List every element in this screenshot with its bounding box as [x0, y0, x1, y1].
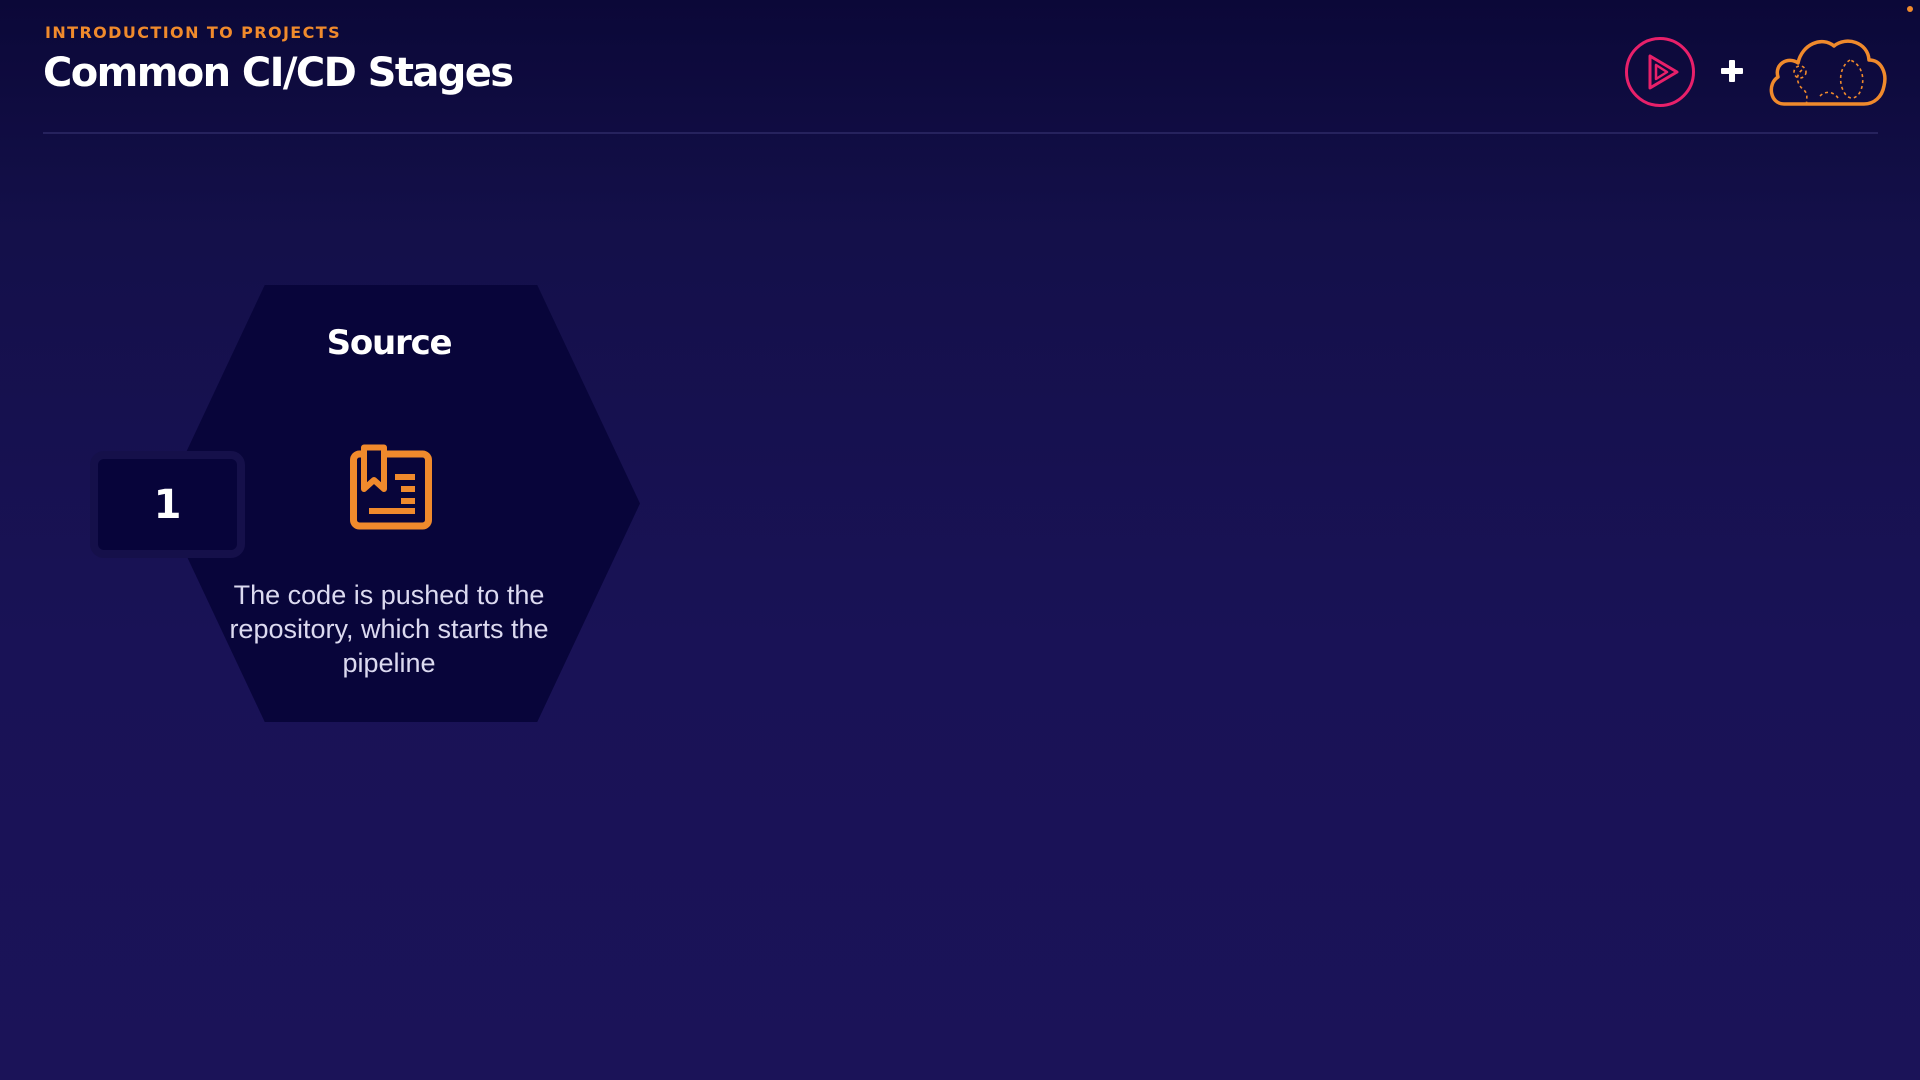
- stage-title: Source: [326, 323, 453, 363]
- stage-description: The code is pushed to the repository, wh…: [229, 580, 549, 678]
- header-divider: [43, 132, 1878, 134]
- stage-number-badge: 1: [90, 451, 245, 558]
- section-eyebrow: INTRODUCTION TO PROJECTS: [45, 23, 342, 42]
- stage-number: 1: [153, 481, 182, 528]
- play-circle-logo-icon: [1625, 37, 1695, 107]
- cloud-logo-icon: [1769, 39, 1887, 106]
- slide-title: Common CI/CD Stages: [43, 50, 514, 96]
- corner-indicator-dot: [1907, 6, 1913, 12]
- plus-icon: [1721, 60, 1743, 82]
- repository-document-icon: [350, 444, 432, 530]
